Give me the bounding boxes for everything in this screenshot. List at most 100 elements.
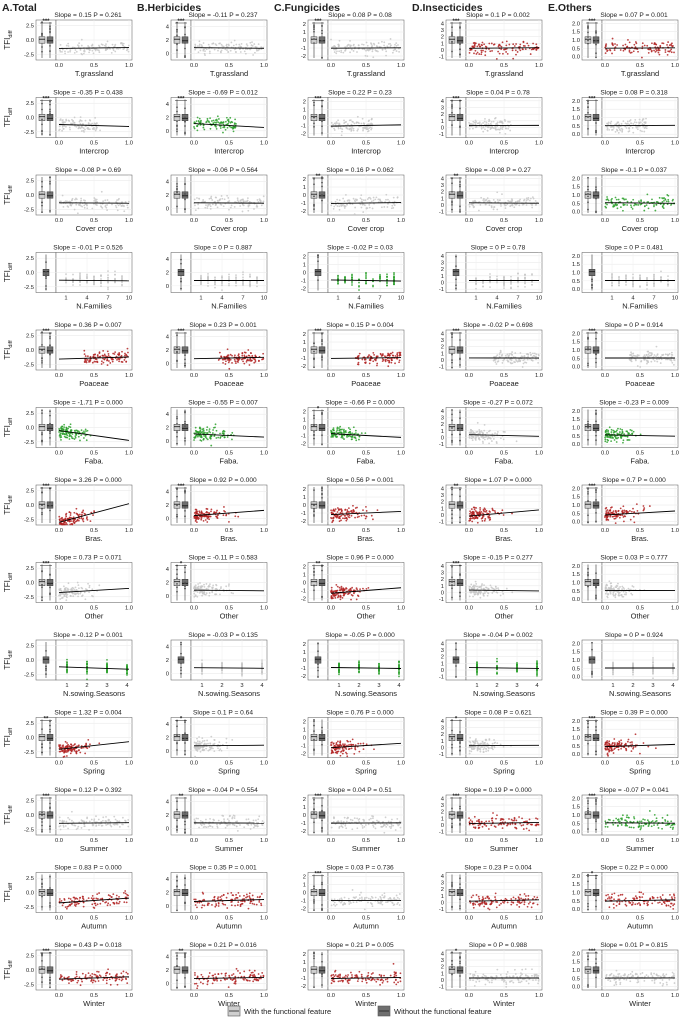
data-point bbox=[482, 197, 485, 200]
data-point bbox=[471, 439, 474, 442]
data-point bbox=[496, 275, 498, 278]
data-point bbox=[388, 200, 391, 203]
data-point bbox=[632, 276, 634, 279]
data-point bbox=[485, 435, 488, 438]
box-outlier bbox=[184, 354, 186, 357]
data-point bbox=[258, 198, 261, 201]
x-tick-label: 0.0 bbox=[601, 63, 609, 69]
box-outlier bbox=[313, 25, 315, 28]
data-point bbox=[476, 51, 479, 54]
data-point bbox=[523, 198, 526, 201]
box-outlier bbox=[313, 208, 315, 211]
box-outlier bbox=[451, 50, 453, 53]
data-point bbox=[239, 51, 242, 53]
data-point bbox=[365, 207, 368, 209]
box-outlier bbox=[49, 437, 51, 439]
data-point bbox=[399, 353, 401, 356]
data-point bbox=[529, 53, 532, 55]
data-point bbox=[233, 122, 236, 124]
data-point bbox=[337, 280, 339, 283]
data-point bbox=[121, 44, 124, 47]
data-point bbox=[336, 427, 339, 430]
box-outlier bbox=[313, 26, 315, 29]
data-point bbox=[608, 128, 611, 131]
data-point bbox=[372, 56, 375, 59]
x-tick-label: 1.0 bbox=[260, 218, 268, 224]
box-outlier bbox=[176, 346, 178, 349]
data-point bbox=[340, 49, 343, 52]
data-point bbox=[523, 358, 526, 361]
data-point bbox=[661, 42, 664, 45]
data-point bbox=[377, 198, 380, 201]
data-point bbox=[106, 364, 109, 366]
data-point bbox=[653, 42, 656, 45]
data-point bbox=[512, 57, 515, 60]
box-outlier bbox=[321, 29, 323, 32]
data-point bbox=[396, 352, 399, 354]
data-point bbox=[398, 359, 401, 362]
box-outlier bbox=[455, 284, 457, 287]
data-point bbox=[532, 197, 535, 200]
data-point bbox=[499, 203, 502, 206]
trend-line bbox=[58, 47, 130, 49]
data-point bbox=[217, 514, 219, 517]
data-point bbox=[361, 43, 363, 46]
data-point bbox=[235, 281, 237, 284]
data-point bbox=[383, 206, 386, 208]
stats-label: Slope = 0.16 P = 0.062 bbox=[326, 167, 394, 174]
data-point bbox=[101, 44, 104, 46]
box-outlier bbox=[176, 190, 178, 193]
data-point bbox=[517, 276, 519, 279]
data-point bbox=[500, 45, 503, 48]
data-point bbox=[604, 440, 607, 443]
data-point bbox=[104, 355, 107, 357]
data-point bbox=[492, 438, 495, 440]
data-point bbox=[79, 127, 82, 130]
data-point bbox=[75, 429, 78, 432]
box bbox=[38, 424, 46, 431]
data-point bbox=[346, 203, 348, 206]
data-point bbox=[604, 429, 607, 432]
data-point bbox=[123, 47, 126, 50]
x-tick-label: 0.0 bbox=[327, 528, 335, 534]
box-outlier bbox=[313, 434, 315, 437]
data-point bbox=[86, 518, 89, 521]
y-tick-label: 1.5 bbox=[572, 340, 580, 346]
data-point bbox=[227, 361, 230, 364]
x-tick-label: 1 bbox=[474, 296, 477, 302]
data-point bbox=[103, 353, 106, 356]
x-tick-label: 1 bbox=[199, 296, 202, 302]
data-point bbox=[358, 278, 360, 281]
x-tick-label: 1.0 bbox=[260, 63, 268, 69]
panel-4-row-1: Slope = 0.08 P = 0.3182.01.51.00.50.00.0… bbox=[572, 90, 679, 156]
box-outlier bbox=[49, 337, 51, 340]
box-outlier bbox=[451, 201, 453, 204]
data-point bbox=[622, 203, 625, 206]
data-point bbox=[81, 205, 84, 208]
y-tick-label: 3 bbox=[441, 106, 444, 112]
data-point bbox=[332, 428, 334, 431]
data-point bbox=[114, 273, 116, 276]
data-point bbox=[342, 197, 345, 200]
data-point bbox=[199, 432, 202, 434]
y-tick-label: 0 bbox=[441, 48, 444, 54]
box-outlier bbox=[595, 30, 597, 32]
data-point bbox=[208, 197, 211, 200]
box-outlier bbox=[184, 26, 186, 28]
data-point bbox=[238, 43, 241, 46]
data-point bbox=[126, 204, 129, 207]
box-outlier bbox=[41, 204, 43, 207]
data-point bbox=[111, 360, 114, 363]
box-outlier bbox=[451, 33, 453, 35]
data-point bbox=[193, 126, 195, 128]
data-point bbox=[485, 46, 488, 49]
data-point bbox=[202, 198, 205, 201]
box-outlier bbox=[587, 348, 589, 351]
data-point bbox=[208, 512, 211, 515]
column-title: C.Fungicides bbox=[274, 2, 340, 14]
data-point bbox=[628, 120, 631, 122]
data-point bbox=[69, 514, 72, 516]
data-point bbox=[228, 284, 230, 287]
data-point bbox=[365, 274, 367, 277]
x-axis-label: N.Families bbox=[348, 302, 384, 311]
